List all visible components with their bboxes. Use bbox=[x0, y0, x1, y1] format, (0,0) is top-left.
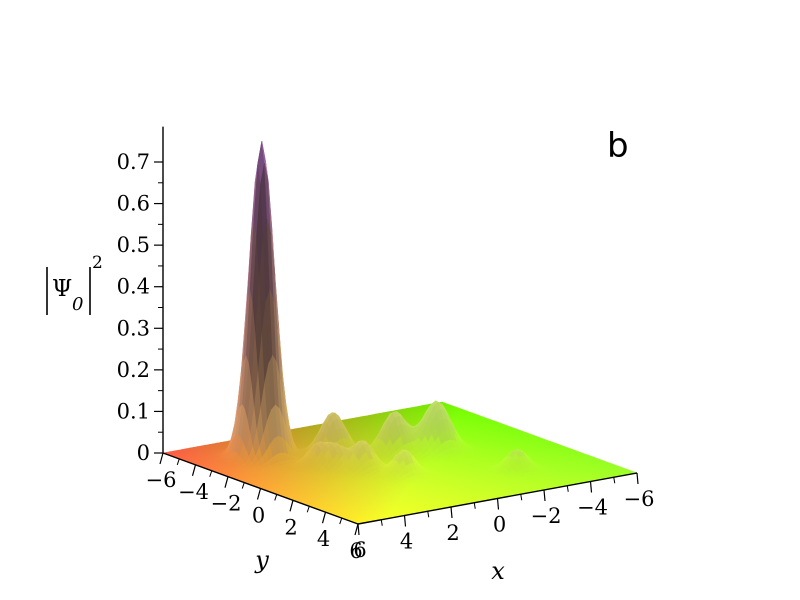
surface-mesh bbox=[161, 141, 639, 525]
